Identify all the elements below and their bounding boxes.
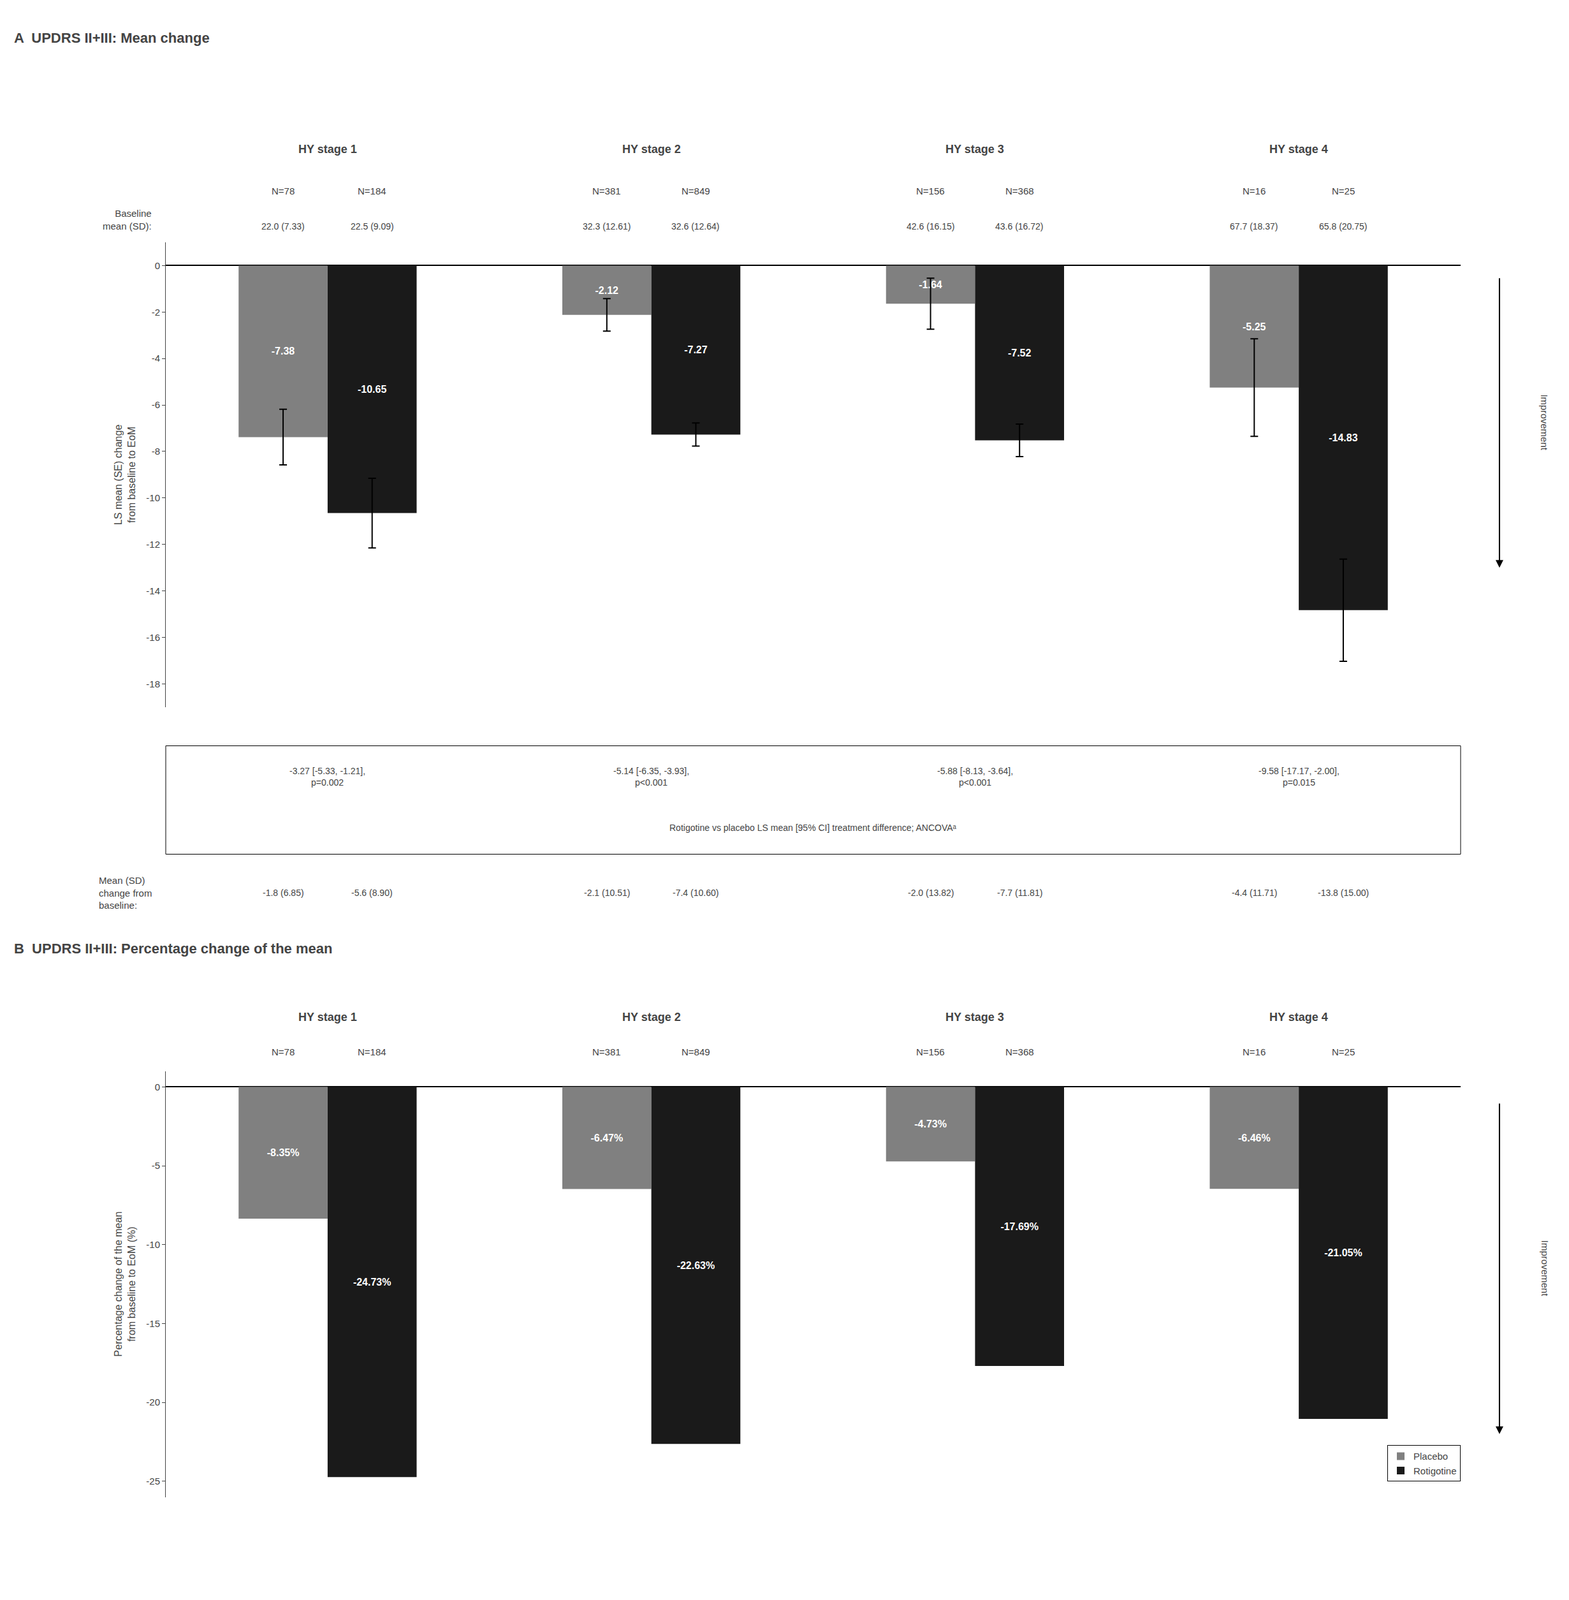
svg-text:Placebo: Placebo (1413, 1450, 1448, 1462)
svg-text:N=184: N=184 (357, 1046, 387, 1058)
svg-text:HY stage 4: HY stage 4 (1269, 142, 1329, 156)
svg-text:-14: -14 (145, 585, 161, 597)
svg-text:N=16: N=16 (1242, 1046, 1266, 1058)
svg-text:32.3 (12.61): 32.3 (12.61) (582, 221, 632, 232)
svg-text:-7.52: -7.52 (1007, 347, 1032, 359)
svg-text:-10: -10 (145, 1238, 161, 1250)
svg-text:LS mean (SE) changefrom baseli: LS mean (SE) changefrom baseline to EoM (112, 424, 138, 526)
svg-text:Rotigotine vs placebo LS mean: Rotigotine vs placebo LS mean [95% CI] t… (669, 822, 957, 833)
svg-text:-25: -25 (145, 1475, 161, 1487)
svg-text:-17.69%: -17.69% (1000, 1220, 1039, 1232)
svg-text:67.7 (18.37): 67.7 (18.37) (1229, 221, 1279, 232)
svg-text:B UPDRS II+III: Percentage ch: B UPDRS II+III: Percentage change of the… (14, 940, 333, 957)
svg-text:-10.65: -10.65 (357, 383, 387, 395)
svg-text:N=381: N=381 (592, 1046, 621, 1058)
svg-text:HY stage 1: HY stage 1 (298, 1010, 358, 1024)
svg-text:-8.35%: -8.35% (267, 1146, 300, 1158)
svg-text:-5: -5 (151, 1159, 161, 1171)
svg-text:HY stage 2: HY stage 2 (622, 1010, 681, 1024)
svg-text:N=184: N=184 (357, 185, 387, 197)
svg-text:N=16: N=16 (1242, 185, 1266, 197)
svg-text:N=156: N=156 (916, 185, 945, 197)
svg-text:-2.1 (10.51): -2.1 (10.51) (583, 887, 630, 898)
svg-text:-22.63%: -22.63% (677, 1259, 716, 1271)
svg-text:N=849: N=849 (681, 185, 711, 197)
svg-text:-9.58 [-17.17, -2.00],p=0.015: -9.58 [-17.17, -2.00],p=0.015 (1258, 765, 1340, 788)
svg-text:N=156: N=156 (916, 1046, 945, 1058)
svg-text:-18: -18 (145, 678, 161, 690)
svg-text:Improvement: Improvement (1539, 1240, 1551, 1297)
svg-text:-5.88 [-8.13, -3.64],p<0.001: -5.88 [-8.13, -3.64],p<0.001 (937, 765, 1014, 788)
svg-text:-7.27: -7.27 (684, 344, 708, 356)
svg-text:N=78: N=78 (271, 1046, 295, 1058)
svg-text:N=25: N=25 (1331, 185, 1355, 197)
svg-text:-10: -10 (145, 492, 161, 504)
svg-text:Percentage change of the meanf: Percentage change of the meanfrom baseli… (112, 1211, 138, 1357)
svg-text:-7.7 (11.81): -7.7 (11.81) (997, 887, 1043, 898)
svg-text:-2.12: -2.12 (595, 284, 620, 296)
svg-text:-14.83: -14.83 (1328, 432, 1358, 444)
svg-text:-7.4 (10.60): -7.4 (10.60) (672, 887, 719, 898)
svg-text:-4.4 (11.71): -4.4 (11.71) (1231, 887, 1278, 898)
svg-text:-8: -8 (151, 445, 161, 457)
svg-text:-2.0 (13.82): -2.0 (13.82) (907, 887, 954, 898)
svg-text:N=78: N=78 (271, 185, 295, 197)
svg-text:-5.14 [-6.35, -3.93],p<0.001: -5.14 [-6.35, -3.93],p<0.001 (613, 765, 690, 788)
svg-text:N=849: N=849 (681, 1046, 711, 1058)
svg-text:N=368: N=368 (1005, 185, 1035, 197)
svg-text:-6.47%: -6.47% (590, 1132, 623, 1144)
svg-text:-16: -16 (145, 631, 161, 643)
svg-text:-6: -6 (151, 399, 161, 410)
svg-text:HY stage 4: HY stage 4 (1269, 1010, 1329, 1024)
svg-text:-2: -2 (151, 306, 161, 318)
svg-text:32.6 (12.64): 32.6 (12.64) (671, 221, 720, 232)
svg-text:-5.25: -5.25 (1242, 321, 1267, 333)
svg-text:-4: -4 (151, 352, 161, 364)
svg-text:42.6 (16.15): 42.6 (16.15) (906, 221, 956, 232)
svg-text:22.5 (9.09): 22.5 (9.09) (350, 221, 395, 232)
svg-text:Rotigotine: Rotigotine (1413, 1465, 1457, 1476)
svg-text:-12: -12 (145, 538, 161, 550)
svg-text:HY stage 1: HY stage 1 (298, 142, 358, 156)
svg-text:HY stage 3: HY stage 3 (945, 1010, 1005, 1024)
svg-text:-1.8 (6.85): -1.8 (6.85) (262, 887, 305, 898)
svg-text:-4.73%: -4.73% (914, 1118, 947, 1130)
svg-text:N=25: N=25 (1331, 1046, 1355, 1058)
svg-text:N=368: N=368 (1005, 1046, 1035, 1058)
svg-text:N=381: N=381 (592, 185, 621, 197)
svg-text:0: 0 (154, 1081, 161, 1093)
svg-text:-6.46%: -6.46% (1238, 1132, 1271, 1144)
svg-text:43.6 (16.72): 43.6 (16.72) (995, 221, 1044, 232)
svg-text:Baselinemean (SD):: Baselinemean (SD): (102, 207, 152, 232)
svg-text:Improvement: Improvement (1539, 394, 1550, 451)
svg-text:65.8 (20.75): 65.8 (20.75) (1319, 221, 1368, 232)
svg-text:0: 0 (154, 260, 161, 271)
svg-text:-21.05%: -21.05% (1324, 1247, 1363, 1258)
svg-text:-7.38: -7.38 (271, 345, 296, 357)
svg-text:-15: -15 (145, 1317, 161, 1329)
svg-text:A UPDRS II+III: Mean change: A UPDRS II+III: Mean change (14, 29, 210, 46)
svg-text:22.0 (7.33): 22.0 (7.33) (261, 221, 305, 232)
svg-text:HY stage 2: HY stage 2 (622, 142, 681, 156)
svg-text:-5.6 (8.90): -5.6 (8.90) (351, 887, 393, 898)
svg-text:-13.8 (15.00): -13.8 (15.00) (1317, 887, 1369, 898)
svg-text:Mean (SD)change frombaseline:: Mean (SD)change frombaseline: (98, 874, 152, 911)
svg-text:HY stage 3: HY stage 3 (945, 142, 1005, 156)
svg-text:-3.27 [-5.33, -1.21],p=0.002: -3.27 [-5.33, -1.21],p=0.002 (289, 765, 366, 788)
svg-text:-1.64: -1.64 (918, 279, 943, 291)
svg-text:-20: -20 (145, 1396, 161, 1408)
svg-text:-24.73%: -24.73% (353, 1276, 392, 1288)
